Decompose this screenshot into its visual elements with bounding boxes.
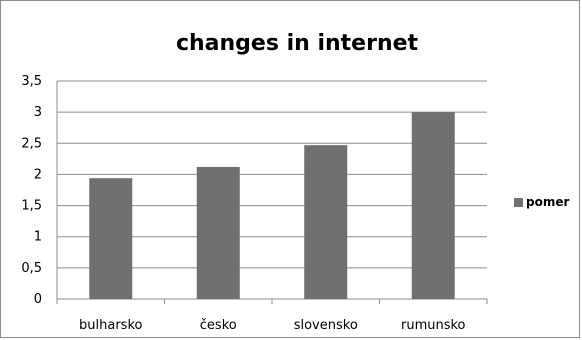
x-tick-label: česko [200, 318, 237, 333]
bar-slovensko [304, 145, 348, 299]
y-tick-label: 0,5 [21, 261, 42, 276]
y-tick-label: 2,5 [21, 136, 42, 151]
bar-bulharsko [89, 178, 133, 299]
bar-rumunsko [411, 112, 455, 300]
x-tick-label: slovensko [294, 318, 358, 333]
legend-label: pomer [526, 195, 569, 209]
y-tick-label: 1 [34, 230, 42, 245]
y-tick-label: 2 [34, 167, 42, 182]
y-tick-label: 3 [34, 105, 42, 120]
x-axis-labels: bulharsko česko slovensko rumunsko [79, 318, 466, 333]
bars [89, 112, 455, 300]
chart-title: changes in internet [176, 31, 419, 56]
x-tick-label: rumunsko [401, 318, 466, 333]
legend-swatch [514, 198, 523, 207]
legend: pomer [514, 195, 569, 209]
bar-česko [196, 166, 240, 299]
y-tick-label: 3,5 [21, 74, 42, 89]
y-tick-label: 0 [34, 292, 42, 307]
y-tick-label: 1,5 [21, 199, 42, 214]
x-tick-label: bulharsko [79, 318, 142, 333]
y-axis-ticks: 0 0,5 1 1,5 2 2,5 3 3,5 [21, 74, 42, 307]
